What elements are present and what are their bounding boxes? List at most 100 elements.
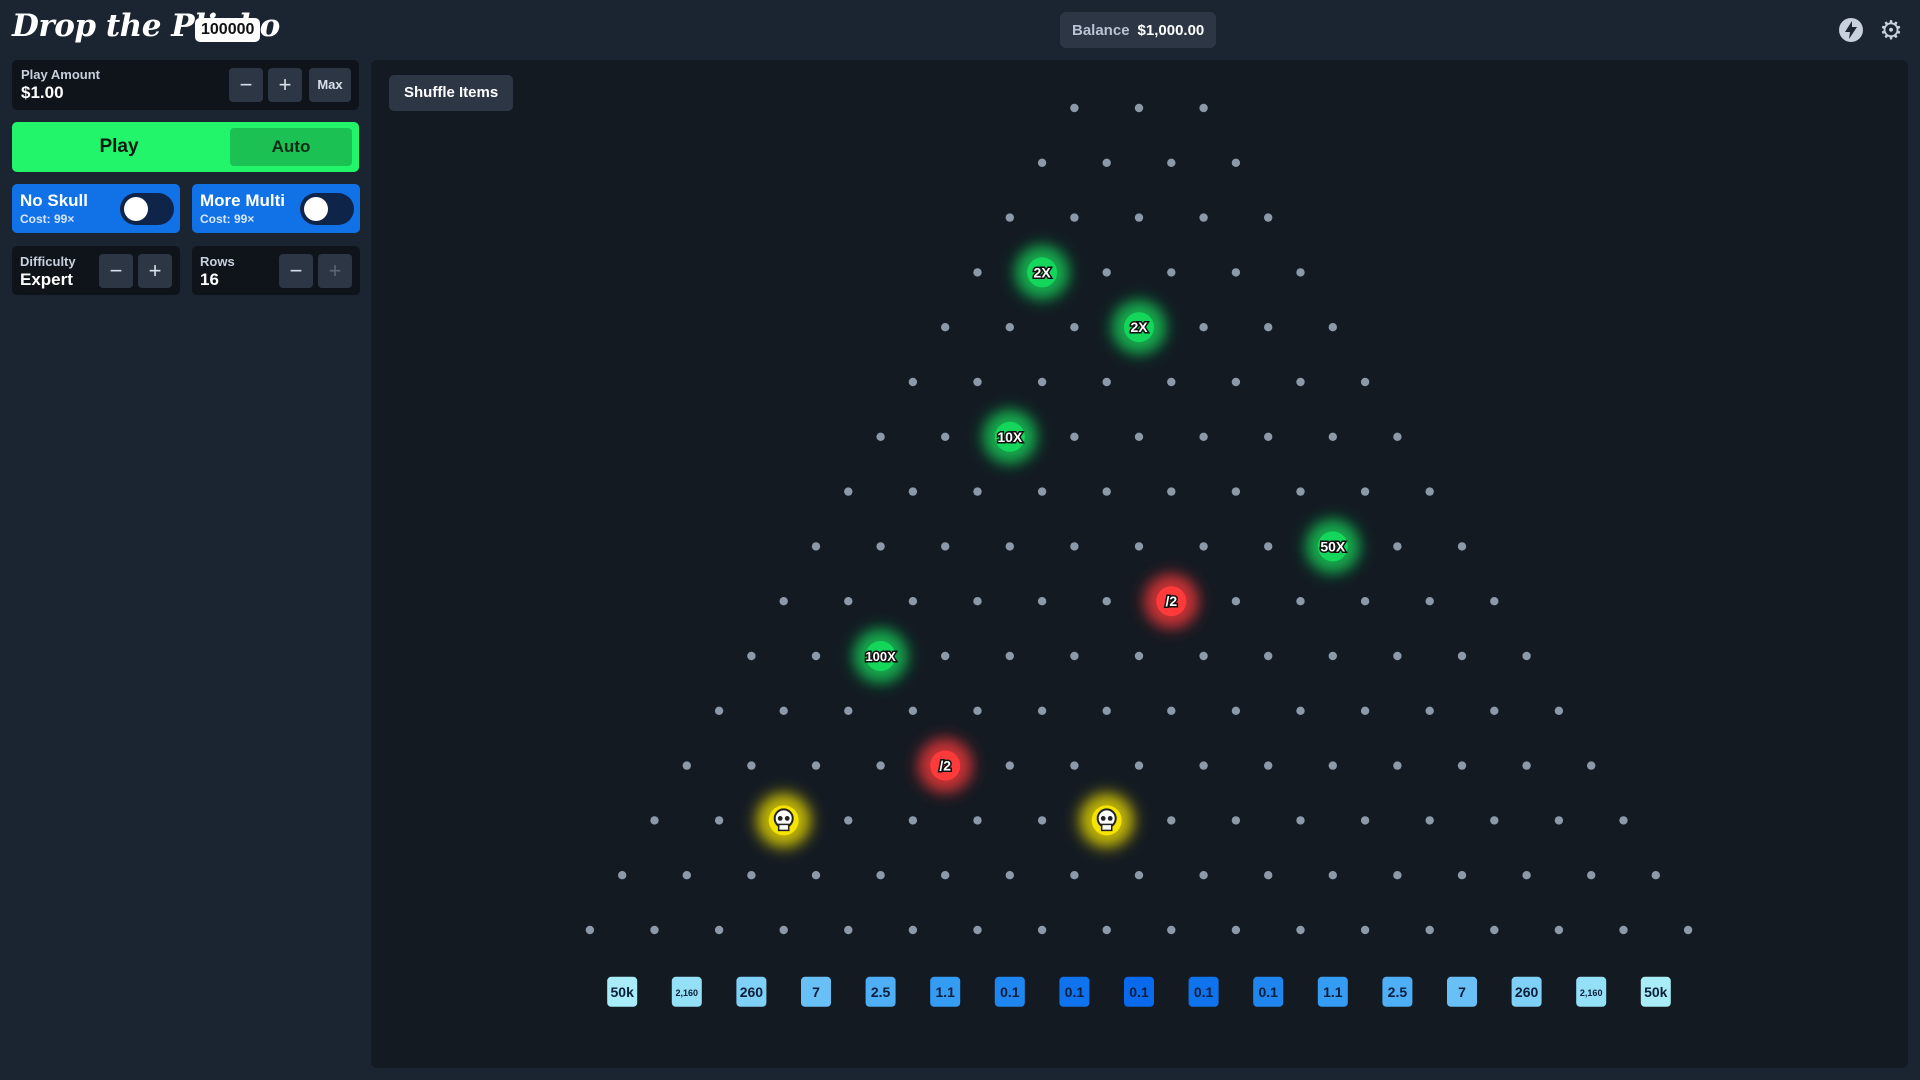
rows-increase-button[interactable]: + [318, 254, 352, 288]
divider-item: /2 [907, 728, 984, 804]
difficulty-label: Difficulty [20, 254, 76, 269]
peg [1296, 706, 1305, 715]
peg [1522, 651, 1531, 661]
peg [973, 268, 982, 277]
play-amount-value[interactable]: $1.00 [21, 83, 64, 102]
peg [1425, 925, 1434, 935]
peg [1264, 542, 1273, 551]
peg [1457, 651, 1467, 661]
peg [1005, 213, 1014, 222]
more-multi-card: More Multi Cost: 99× [192, 184, 360, 233]
peg [1619, 925, 1628, 935]
peg [1102, 925, 1111, 935]
bucket: 0.1 [1188, 976, 1219, 1007]
divider-item: /2 [1133, 563, 1210, 639]
rows-decrease-button[interactable]: − [279, 254, 313, 288]
peg [811, 651, 821, 661]
peg [1587, 871, 1596, 880]
peg [1070, 323, 1079, 332]
peg [1070, 651, 1079, 661]
peg [1102, 597, 1111, 606]
peg [844, 925, 853, 935]
peg [1393, 432, 1402, 441]
peg [1037, 597, 1047, 606]
peg [1296, 816, 1305, 825]
difficulty-increase-button[interactable]: + [138, 254, 172, 288]
peg [1167, 268, 1176, 277]
peg [1328, 871, 1337, 880]
peg [973, 816, 982, 825]
bucket: 2,160 [1576, 976, 1607, 1007]
peg [1134, 651, 1144, 661]
play-button[interactable]: Play [99, 136, 139, 157]
auto-button[interactable]: Auto [230, 128, 352, 166]
peg [1360, 706, 1370, 715]
peg [1651, 871, 1661, 880]
difficulty-decrease-button[interactable]: − [99, 254, 133, 288]
peg [908, 487, 918, 496]
svg-text:50X: 50X [1320, 538, 1346, 554]
peg [1554, 706, 1564, 715]
svg-text:1.1: 1.1 [1323, 984, 1343, 1000]
skull-icon [745, 782, 822, 858]
peg [1199, 323, 1208, 332]
peg [1425, 487, 1434, 496]
svg-text:2,160: 2,160 [1580, 988, 1603, 998]
peg [1199, 871, 1208, 880]
peg [1554, 925, 1564, 935]
lightning-icon[interactable] [1837, 16, 1865, 44]
amount-increase-button[interactable]: + [268, 68, 302, 102]
peg [1328, 761, 1337, 770]
difficulty-value: Expert [20, 270, 73, 289]
peg [876, 761, 885, 770]
peg [1005, 651, 1014, 661]
bucket: 50k [1640, 976, 1671, 1007]
multiplier-item: 2X [1004, 234, 1081, 310]
max-button[interactable]: Max [309, 68, 351, 102]
peg [941, 871, 950, 880]
peg [747, 761, 756, 770]
peg [1490, 706, 1499, 715]
peg [1102, 487, 1111, 496]
peg [844, 706, 853, 715]
amount-decrease-button[interactable]: − [229, 68, 263, 102]
svg-text:1.1: 1.1 [935, 984, 955, 1000]
peg [1167, 925, 1176, 935]
peg [1037, 706, 1047, 715]
no-skull-toggle[interactable] [120, 193, 174, 225]
multiplier-item: 100X [842, 618, 919, 694]
peg [779, 706, 788, 715]
peg [1360, 597, 1370, 606]
peg [1296, 377, 1305, 387]
bucket: 260 [1511, 976, 1542, 1007]
peg [1231, 816, 1241, 825]
peg [941, 542, 950, 551]
peg [1005, 871, 1014, 880]
shuffle-items-button[interactable]: Shuffle Items [389, 75, 514, 111]
balance-display: Balance $1,000.00 [1060, 12, 1217, 48]
peg [1393, 651, 1402, 661]
svg-text:50k: 50k [1644, 984, 1668, 1000]
peg [1587, 761, 1596, 770]
svg-text:2.5: 2.5 [871, 984, 891, 1000]
peg [1134, 103, 1144, 113]
peg [1296, 268, 1305, 277]
multiplier-item: 50X [1294, 508, 1371, 584]
peg [1199, 651, 1208, 661]
bucket: 50k [607, 976, 638, 1007]
no-skull-cost: Cost: 99× [20, 212, 75, 226]
peg [1490, 816, 1499, 825]
peg [1231, 268, 1241, 277]
peg [1070, 761, 1079, 770]
peg [1167, 816, 1176, 825]
gear-icon[interactable]: ⚙ [1879, 15, 1903, 45]
peg [714, 706, 724, 715]
peg [1296, 925, 1305, 935]
more-multi-label: More Multi [200, 191, 285, 210]
peg [1522, 871, 1531, 880]
peg [585, 925, 595, 935]
more-multi-toggle[interactable] [300, 193, 354, 225]
peg [844, 816, 853, 825]
peg [1102, 268, 1111, 277]
plinko-field: 2X 2X 10X 50X/2 100X/2 50k 2,160 260 7 2.5 1.1 0.1 0… [585, 103, 1693, 1007]
